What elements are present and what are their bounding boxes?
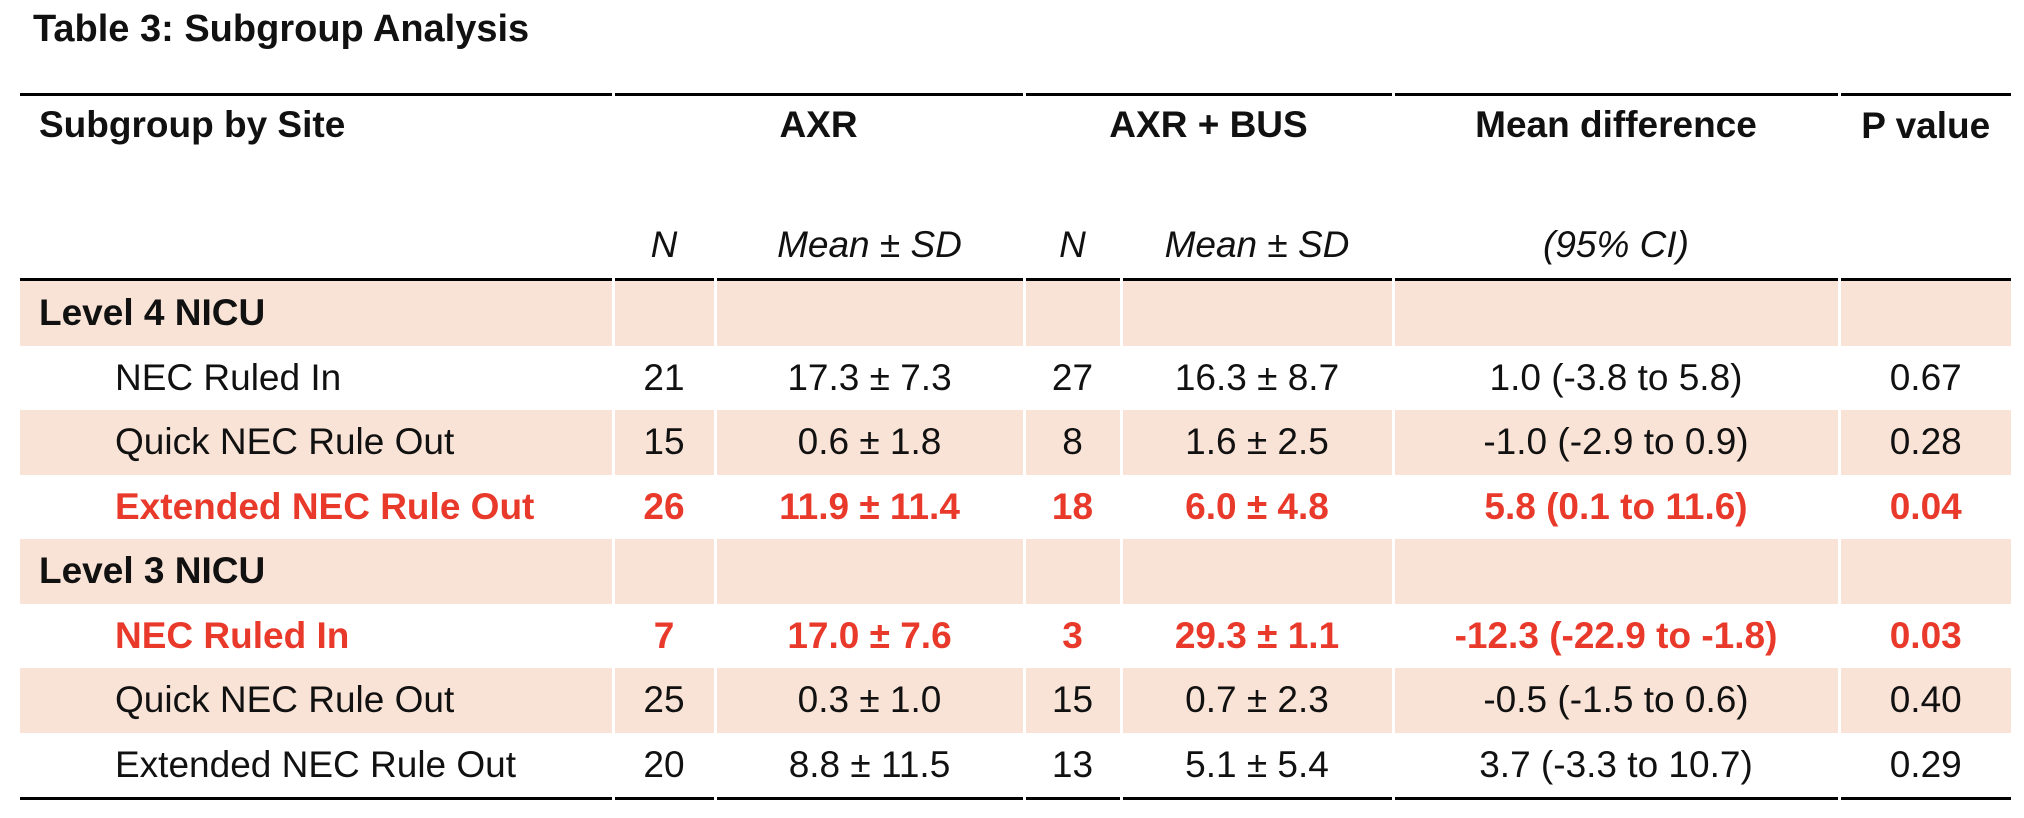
table-body: Level 4 NICU NEC Ruled In 21 17.3 ± 7.3 27 16… [20,279,2011,799]
header-cell: Mean difference [1391,94,1839,212]
empty-cell [1391,279,1839,346]
subheader-row: N Mean ± SD N Mean ± SD (95% CI) [20,212,2011,280]
data-row: NEC Ruled In 21 17.3 ± 7.3 27 16.3 ± 8.7 1.0 … [20,345,2011,410]
cell: 0.67 [1837,345,2011,410]
empty-cell [611,279,715,346]
cell: 8.8 ± 11.5 [713,732,1024,799]
subheader-cell [1837,212,2011,280]
data-row: NEC Ruled In 7 17.0 ± 7.6 3 29.3 ± 1.1 -12.3 … [20,603,2011,668]
cell: 17.3 ± 7.3 [713,345,1024,410]
subheader-cell: (95% CI) [1391,212,1839,280]
cell: 16.3 ± 8.7 [1119,345,1393,410]
row-label: Quick NEC Rule Out [20,410,613,475]
cell: 5.8 (0.1 to 11.6) [1391,474,1839,539]
empty-cell [1391,539,1839,604]
cell: 5.1 ± 5.4 [1119,732,1393,799]
cell: 0.3 ± 1.0 [713,668,1024,733]
cell: -12.3 (-22.9 to -1.8) [1391,603,1839,668]
cell: 17.0 ± 7.6 [713,603,1024,668]
header-cell: Subgroup by Site [39,104,346,145]
empty-cell [1837,539,2011,604]
subheader-cell [20,212,613,280]
cell: 0.04 [1837,474,2011,539]
subgroup-table: Subgroup by Site AXR AXR + BUS Mean diff… [20,93,2011,800]
table-title: Table 3: Subgroup Analysis [33,8,530,50]
cell: 3 [1022,603,1121,668]
empty-cell [713,539,1024,604]
cell: 11.9 ± 11.4 [713,474,1024,539]
empty-cell [1022,539,1121,604]
cell: 0.40 [1837,668,2011,733]
cell: 21 [611,345,715,410]
cell: 20 [611,732,715,799]
table-head: Subgroup by Site AXR AXR + BUS Mean diff… [20,94,2011,280]
data-row: Quick NEC Rule Out 25 0.3 ± 1.0 15 0.7 ± 2.3… [20,668,2011,733]
cell: 1.6 ± 2.5 [1119,410,1393,475]
subheader-cell: Mean ± SD [713,212,1024,280]
header-cell: AXR + BUS [1022,94,1393,212]
cell: 13 [1022,732,1121,799]
cell: -0.5 (-1.5 to 0.6) [1391,668,1839,733]
cell: 0.29 [1837,732,2011,799]
row-label: Extended NEC Rule Out [115,485,535,527]
group-label: Level 3 NICU [20,539,613,604]
cell: 29.3 ± 1.1 [1119,603,1393,668]
cell: 8 [1022,410,1121,475]
cell: 0.6 ± 1.8 [713,410,1024,475]
subheader-cell: N [611,212,715,280]
empty-cell [1022,279,1121,346]
data-row: Extended NEC Rule Out 20 8.8 ± 11.5 13 5.1 ±… [20,732,2011,799]
empty-cell [1119,539,1393,604]
group-row: Level 4 NICU [20,279,2011,346]
group-row: Level 3 NICU [20,539,2011,604]
row-label: NEC Ruled In [115,614,350,656]
cell: 6.0 ± 4.8 [1119,474,1393,539]
header-row: Subgroup by Site AXR AXR + BUS Mean diff… [20,94,2011,212]
cell: 0.28 [1837,410,2011,475]
empty-cell [1837,279,2011,346]
data-row: Quick NEC Rule Out 15 0.6 ± 1.8 8 1.6 ± 2.5-… [20,410,2011,475]
cell: 7 [611,603,715,668]
cell: 25 [611,668,715,733]
cell: 3.7 (-3.3 to 10.7) [1391,732,1839,799]
cell: 15 [611,410,715,475]
row-label: Quick NEC Rule Out [20,668,613,733]
cell: 0.7 ± 2.3 [1119,668,1393,733]
subheader-cell: N [1022,212,1121,280]
empty-cell [611,539,715,604]
cell: 15 [1022,668,1121,733]
row-label: Extended NEC Rule Out [115,743,517,785]
cell: -1.0 (-2.9 to 0.9) [1391,410,1839,475]
cell: 18 [1022,474,1121,539]
cell: 1.0 (-3.8 to 5.8) [1391,345,1839,410]
group-label: Level 4 NICU [20,279,613,346]
subheader-cell: Mean ± SD [1119,212,1393,280]
data-row: Extended NEC Rule Out 26 11.9 ± 11.4 18 6.0 … [20,474,2011,539]
cell: 27 [1022,345,1121,410]
row-label: NEC Ruled In [115,356,342,398]
header-cell: AXR [611,94,1024,212]
header-cell: P value [1837,94,2011,212]
empty-cell [713,279,1024,346]
cell: 0.03 [1837,603,2011,668]
empty-cell [1119,279,1393,346]
cell: 26 [611,474,715,539]
